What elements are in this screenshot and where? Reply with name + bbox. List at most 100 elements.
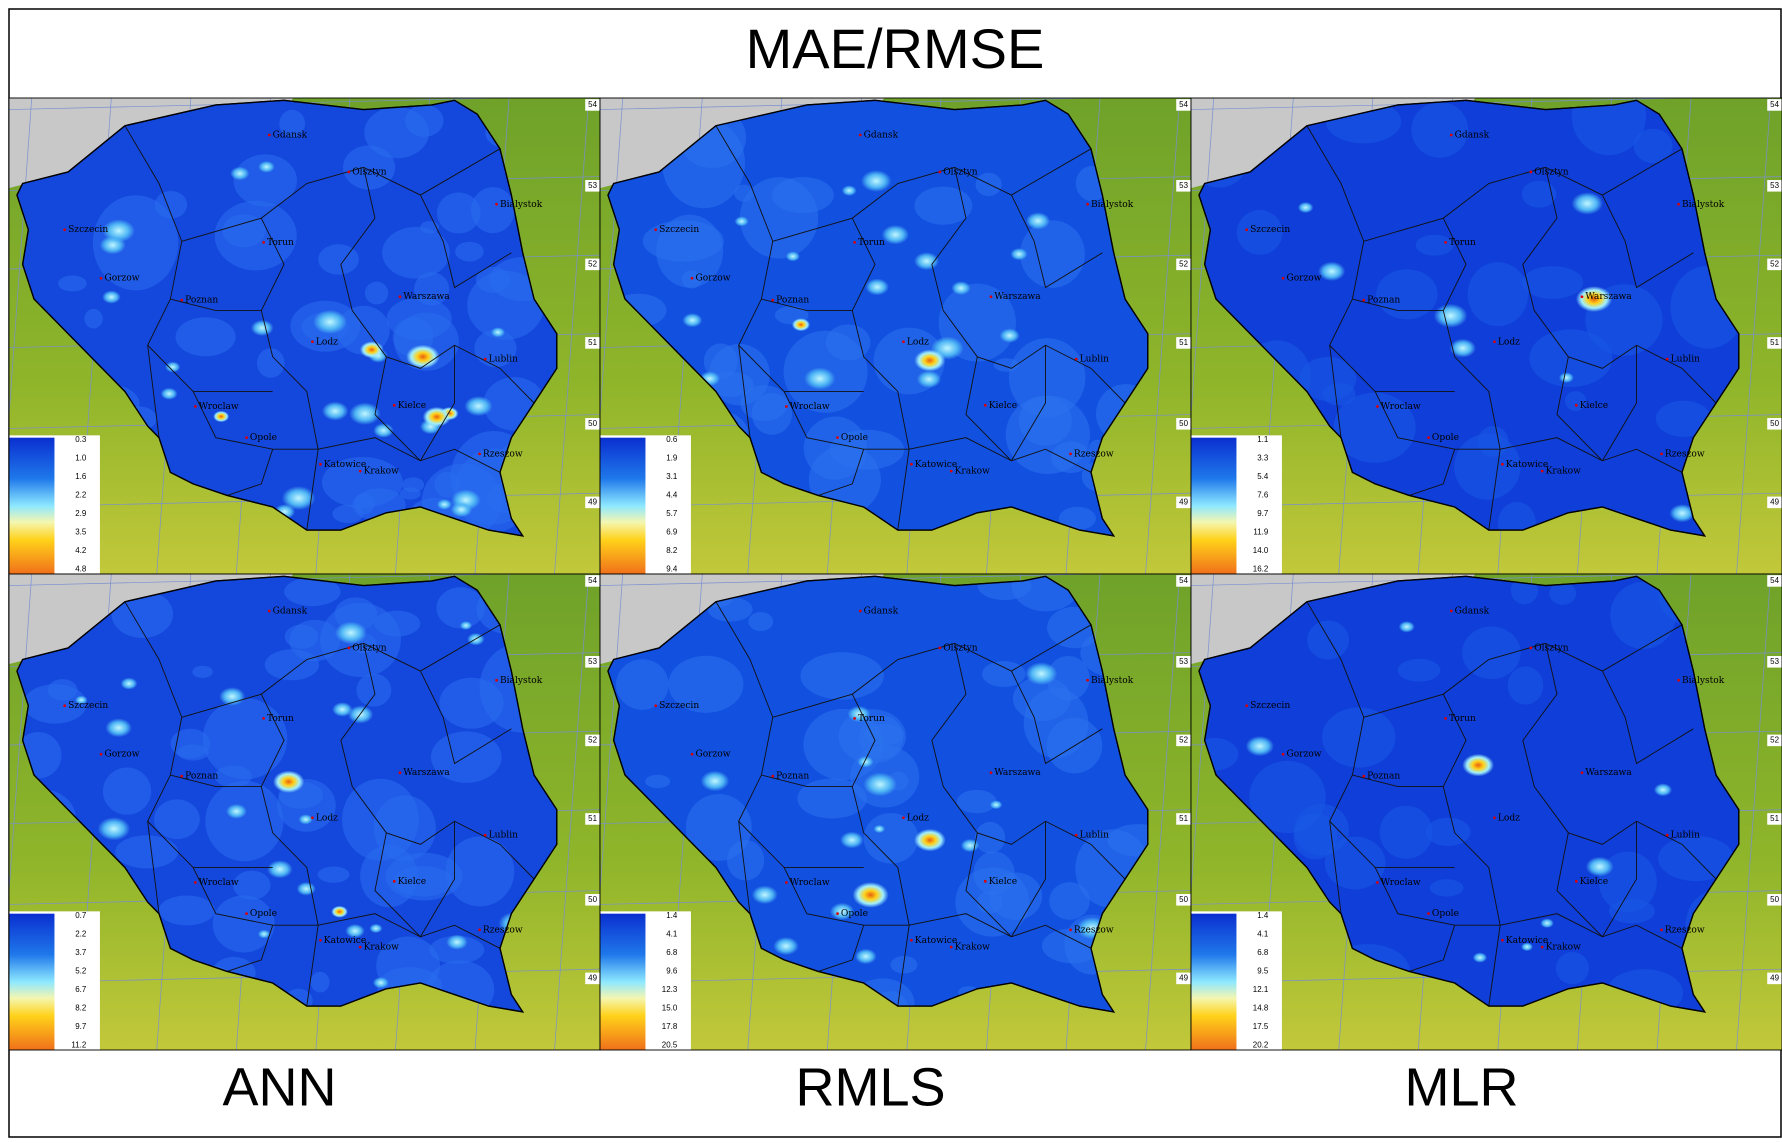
field-patch bbox=[826, 324, 871, 360]
city-label: Warszawa bbox=[1585, 291, 1632, 302]
city-label: Rzeszow bbox=[1074, 924, 1114, 935]
legend-label: 14.0 bbox=[1253, 546, 1269, 555]
city-dot bbox=[771, 775, 774, 778]
field-high bbox=[1318, 262, 1345, 281]
city-label: Warszawa bbox=[994, 291, 1041, 302]
legend-label: 5.2 bbox=[75, 967, 87, 976]
city-label: Rzeszow bbox=[483, 448, 523, 459]
city-label: Torun bbox=[1449, 237, 1476, 248]
city-dot bbox=[1501, 939, 1504, 942]
field-high bbox=[1025, 662, 1057, 685]
city-label: Poznan bbox=[776, 771, 809, 782]
city-label: Warszawa bbox=[403, 291, 450, 302]
city-dot bbox=[1245, 704, 1248, 707]
field-high bbox=[251, 320, 274, 336]
city-dot bbox=[853, 241, 856, 244]
city-label: Katowice bbox=[915, 459, 957, 470]
city-dot bbox=[311, 816, 314, 819]
field-patch bbox=[1398, 659, 1441, 682]
city-dot bbox=[1581, 771, 1584, 774]
field-high bbox=[804, 367, 835, 389]
field-high bbox=[1586, 857, 1614, 877]
city-dot bbox=[1541, 470, 1544, 473]
city-dot bbox=[853, 717, 856, 720]
city-dot bbox=[1376, 881, 1379, 884]
field-patch bbox=[257, 348, 285, 378]
legend-label: 9.7 bbox=[75, 1022, 87, 1031]
field-patch bbox=[734, 185, 754, 202]
city-dot bbox=[910, 463, 913, 466]
field-patch bbox=[311, 972, 330, 993]
city-dot bbox=[1444, 241, 1447, 244]
field-high bbox=[161, 388, 178, 400]
city-dot bbox=[836, 912, 839, 915]
field-patch bbox=[982, 661, 1026, 687]
city-label: Gdansk bbox=[273, 129, 308, 140]
legend-label: 17.8 bbox=[662, 1022, 678, 1031]
lat-label: 54 bbox=[1179, 100, 1188, 109]
legend-label: 4.2 bbox=[75, 546, 87, 555]
field-high bbox=[840, 832, 864, 849]
field-high bbox=[1010, 248, 1027, 260]
city-dot bbox=[1086, 679, 1089, 682]
legend-label: 2.2 bbox=[75, 491, 87, 500]
field-high bbox=[373, 977, 389, 988]
city-dot bbox=[990, 771, 993, 774]
field-high bbox=[735, 216, 749, 226]
city-dot bbox=[902, 816, 905, 819]
field-patch bbox=[177, 744, 209, 760]
lat-label: 52 bbox=[588, 735, 597, 744]
legend-label: 1.4 bbox=[666, 911, 678, 920]
figure: MAE/RMSE ANNRMLSMLRGdanskOlsztynBialysto… bbox=[0, 0, 1782, 1138]
field-patch bbox=[1430, 879, 1464, 896]
city-dot bbox=[1245, 228, 1248, 231]
city-label: Opole bbox=[841, 908, 868, 919]
field-patch bbox=[203, 698, 288, 779]
lat-label: 54 bbox=[588, 100, 597, 109]
legend-colorbar bbox=[1191, 438, 1236, 574]
lat-label: 52 bbox=[588, 259, 597, 268]
city-dot bbox=[1581, 295, 1584, 298]
field-patch bbox=[1572, 76, 1646, 155]
lat-label: 49 bbox=[1179, 497, 1188, 506]
city-label: Gorzow bbox=[1286, 749, 1321, 760]
legend-label: 4.1 bbox=[1257, 930, 1269, 939]
city-label: Lodz bbox=[316, 812, 338, 823]
field-hotspot bbox=[792, 318, 810, 331]
field-patch bbox=[975, 822, 1005, 854]
city-label: Szczecin bbox=[68, 224, 108, 235]
city-dot bbox=[347, 171, 350, 174]
city-dot bbox=[63, 228, 66, 231]
city-label: Lodz bbox=[1498, 336, 1520, 347]
field-patch bbox=[455, 242, 484, 262]
city-dot bbox=[262, 717, 265, 720]
city-dot bbox=[399, 295, 402, 298]
lat-label: 50 bbox=[1770, 419, 1779, 428]
city-label: Warszawa bbox=[1585, 767, 1632, 778]
legend-label: 3.1 bbox=[666, 472, 678, 481]
city-label: Lublin bbox=[489, 830, 518, 841]
city-dot bbox=[268, 134, 271, 137]
city-dot bbox=[938, 171, 941, 174]
city-label: Lublin bbox=[1671, 354, 1700, 365]
field-high bbox=[258, 161, 275, 173]
city-label: Gorzow bbox=[104, 273, 139, 284]
city-label: Wroclaw bbox=[1381, 877, 1421, 888]
legend-label: 11.2 bbox=[71, 1040, 86, 1049]
city-dot bbox=[100, 277, 103, 280]
city-dot bbox=[1501, 463, 1504, 466]
legend-label: 3.3 bbox=[1257, 454, 1269, 463]
city-dot bbox=[478, 928, 481, 931]
lat-label: 53 bbox=[588, 657, 597, 666]
city-label: Krakow bbox=[364, 942, 399, 953]
field-patch bbox=[205, 781, 283, 861]
city-dot bbox=[359, 470, 362, 473]
city-dot bbox=[484, 358, 487, 361]
field-patch bbox=[285, 625, 318, 649]
lat-label: 52 bbox=[1179, 259, 1188, 268]
field-patch bbox=[800, 652, 883, 699]
lat-label: 49 bbox=[1770, 973, 1779, 982]
legend-colorbar bbox=[600, 914, 645, 1050]
legend-label: 7.6 bbox=[1257, 491, 1269, 500]
city-dot bbox=[180, 775, 183, 778]
